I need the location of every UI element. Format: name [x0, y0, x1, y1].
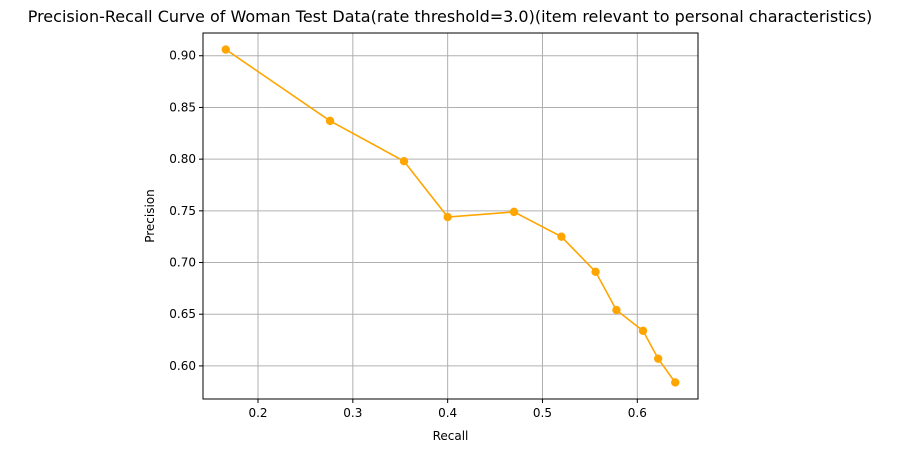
- data-point: [638, 326, 648, 335]
- plot-frame: [202, 32, 699, 400]
- y-axis-ticks: 0.60 0.65 0.70 0.75 0.80 0.85 0.90: [169, 49, 203, 373]
- x-tick-label: 0.5: [533, 406, 552, 420]
- data-point: [653, 354, 663, 363]
- x-tick-label: 0.4: [438, 406, 457, 420]
- data-point: [443, 212, 452, 222]
- x-tick-label: 0.3: [343, 406, 362, 420]
- data-point: [325, 116, 335, 126]
- data-point: [671, 378, 680, 387]
- y-tick-label: 0.85: [169, 100, 196, 114]
- y-tick-label: 0.90: [169, 49, 196, 63]
- x-axis-ticks: 0.2 0.3 0.4 0.5 0.6: [248, 399, 647, 420]
- grid: [203, 33, 698, 399]
- data-point: [612, 305, 621, 315]
- data-point: [399, 157, 409, 166]
- y-tick-label: 0.75: [169, 204, 196, 218]
- y-tick-label: 0.70: [169, 256, 196, 270]
- y-tick-label: 0.65: [169, 307, 196, 321]
- chart-title: Precision-Recall Curve of Woman Test Dat…: [28, 7, 873, 26]
- data-point: [221, 45, 230, 54]
- series-line: [221, 45, 680, 387]
- y-tick-label: 0.80: [169, 152, 196, 166]
- data-point: [557, 232, 566, 241]
- x-axis-label: Recall: [433, 429, 469, 443]
- x-tick-label: 0.2: [248, 406, 267, 420]
- data-point: [591, 267, 600, 277]
- data-point: [509, 207, 519, 217]
- y-tick-label: 0.60: [169, 359, 196, 373]
- x-tick-label: 0.6: [628, 406, 647, 420]
- y-axis-label: Precision: [143, 189, 157, 243]
